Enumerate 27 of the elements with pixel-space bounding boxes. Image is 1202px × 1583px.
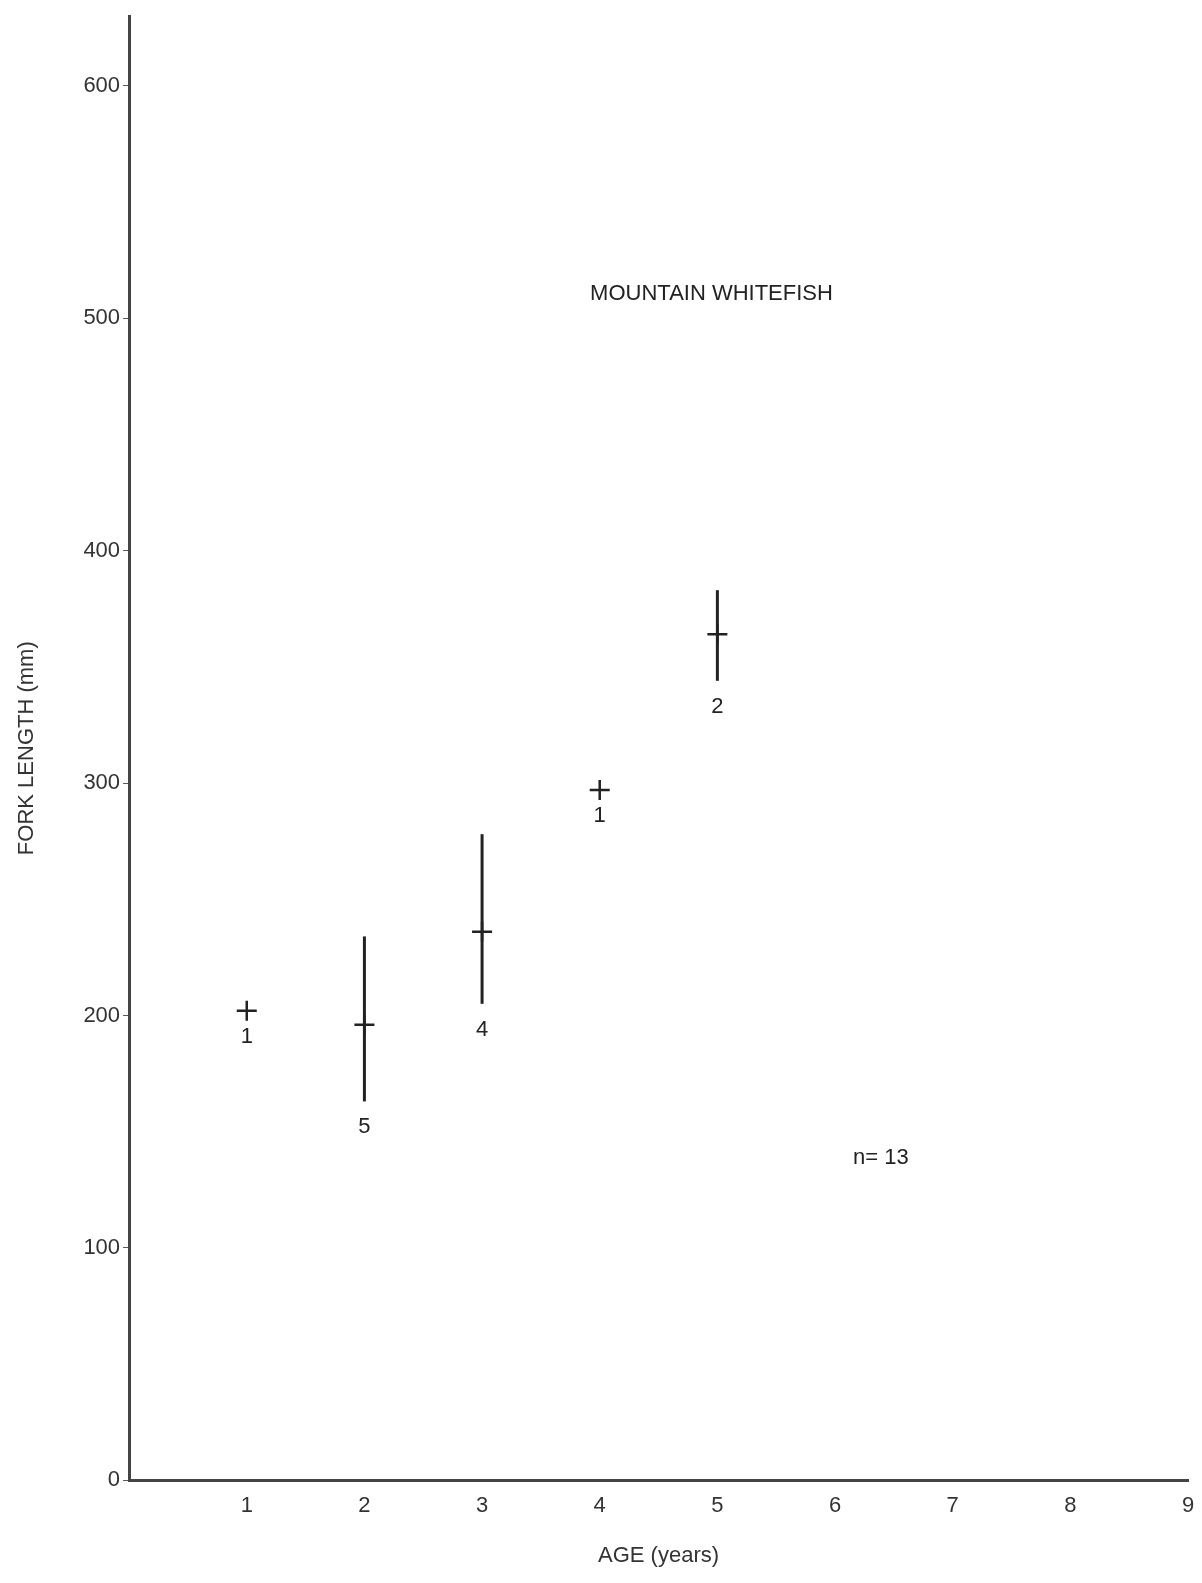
x-tick-label: 8 — [1064, 1492, 1077, 1518]
point — [235, 999, 259, 1023]
text: MOUNTAIN WHITEFISH — [590, 280, 833, 306]
annotation: 1 — [240, 1022, 253, 1048]
x-tick-label: 7 — [946, 1492, 959, 1518]
annotation: 2 — [711, 692, 724, 718]
annotation: 5 — [358, 1113, 371, 1139]
x-tick-label: 3 — [475, 1492, 489, 1518]
annotation: n= 13 — [853, 1144, 909, 1170]
x-tick-label: 2 — [358, 1492, 371, 1518]
annotation: 4 — [475, 1015, 489, 1041]
y-tick-label: 300 — [83, 769, 121, 795]
point — [588, 778, 611, 802]
y-axis-title: FORK LENGTH (mm) — [13, 641, 39, 856]
y-tick-label: 100 — [83, 1233, 121, 1259]
x-tick-label: 9 — [1181, 1492, 1195, 1518]
annotation: 1 — [593, 802, 606, 828]
x-tick-label: 5 — [711, 1492, 724, 1518]
y-tick-label: 200 — [83, 1001, 121, 1027]
y-tick-label: 600 — [83, 71, 121, 97]
x-tick-label: 6 — [828, 1492, 842, 1518]
x-tick-label: 1 — [240, 1492, 253, 1518]
x-tick-label: 4 — [593, 1492, 606, 1518]
y-tick-label: 500 — [83, 304, 121, 330]
y-tick-label: 400 — [83, 536, 121, 562]
y-tick-label: 0 — [107, 1466, 121, 1492]
x-axis-title: AGE (years) — [598, 1541, 720, 1567]
